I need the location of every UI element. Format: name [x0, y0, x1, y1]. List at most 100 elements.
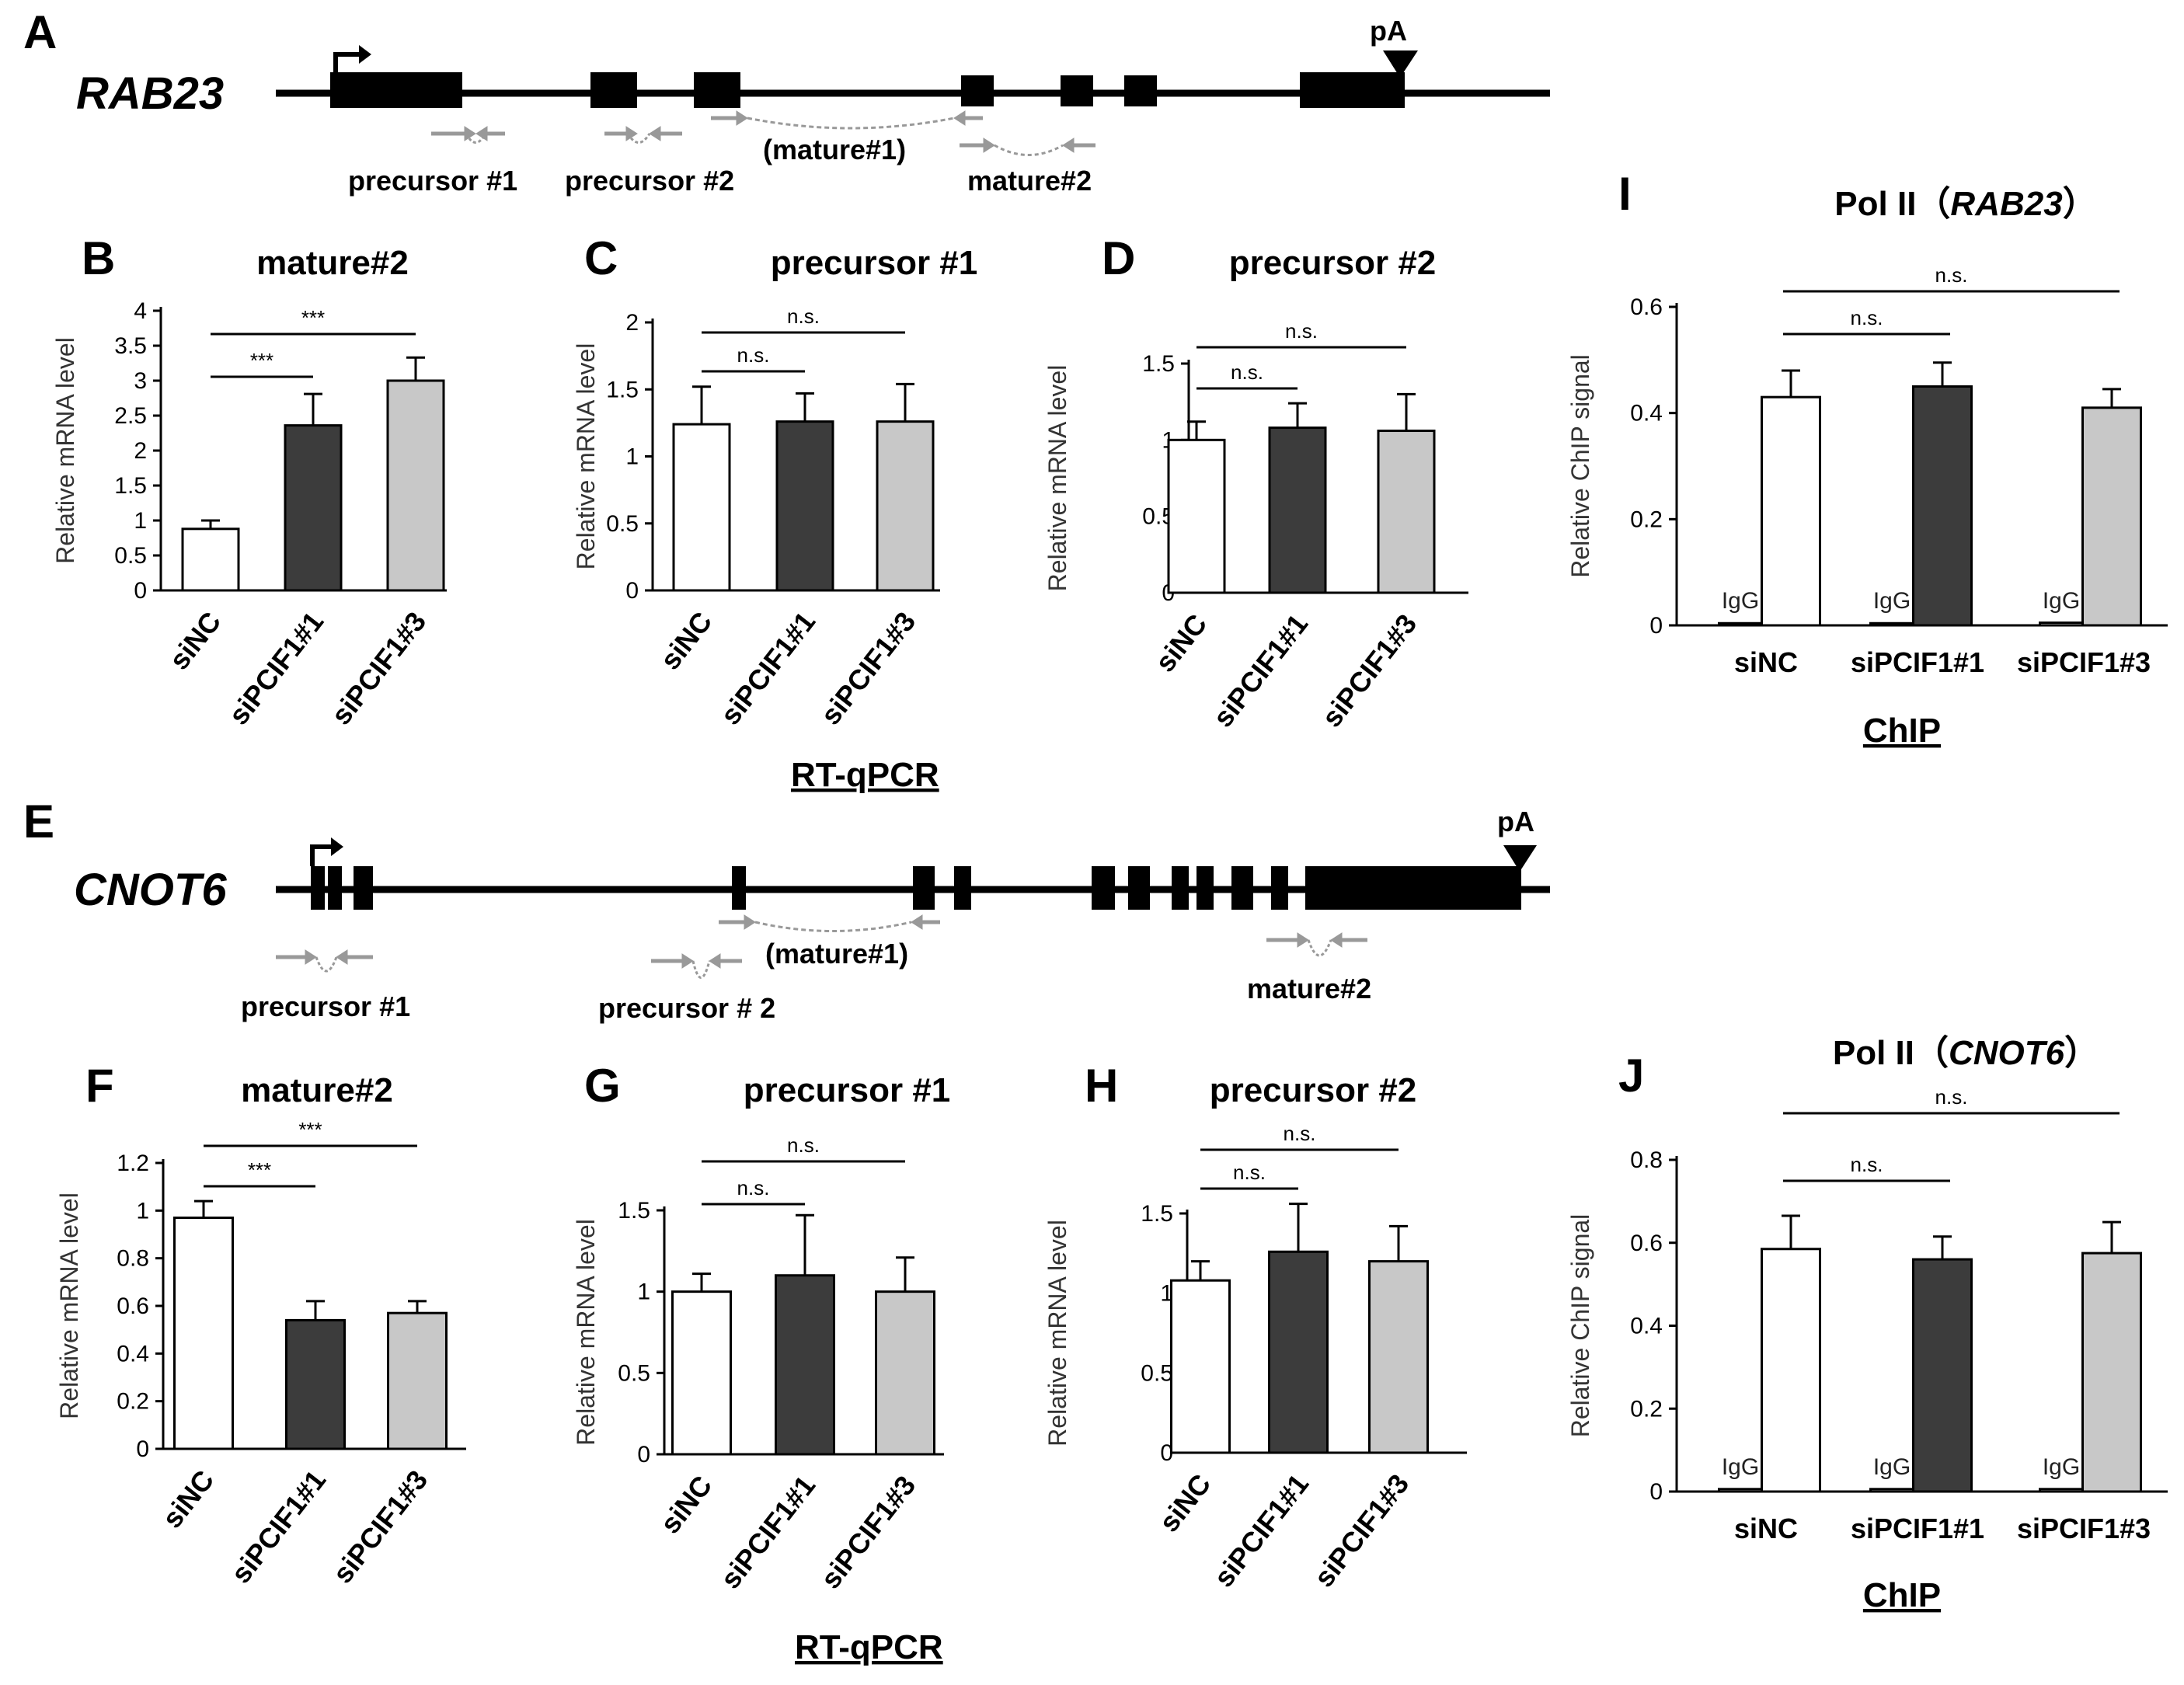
y-axis-label: Relative mRNA level — [572, 1219, 600, 1446]
primer-mature-1-icon — [719, 914, 940, 932]
primer-label-mature-2: mature#2 — [967, 165, 1092, 197]
y-tick-label: 0.6 — [1630, 294, 1663, 320]
exon — [1172, 866, 1189, 910]
y-tick-label: 0.2 — [117, 1389, 149, 1415]
x-category-label: siPCIF1#3 — [814, 606, 921, 731]
y-tick-label: 3.5 — [114, 333, 147, 359]
bar-sipcif1-1 — [285, 1318, 346, 1450]
primer-precursor-2-icon — [604, 126, 682, 144]
significance-label: n.s. — [1935, 263, 1968, 287]
x-category-label: siPCIF1#3 — [814, 1470, 921, 1595]
igg-bar — [1718, 1488, 1763, 1493]
bar-sipcif1-3 — [875, 1290, 935, 1456]
chart-title-suffix: ） — [2063, 185, 2097, 223]
bar-sipcif1-1 — [1912, 385, 1973, 627]
significance-label: *** — [301, 306, 325, 329]
chart-title: Pol II（RAB23） — [1834, 185, 2096, 223]
x-category-label: siNC — [1148, 608, 1213, 678]
y-tick-label: 1.2 — [117, 1151, 149, 1176]
exon — [1305, 866, 1521, 910]
y-axis-label: Relative mRNA level — [1043, 1220, 1071, 1447]
x-category-label: siNC — [155, 1464, 220, 1534]
significance-label: n.s. — [1285, 319, 1318, 343]
chart-title: mature#2 — [256, 244, 409, 282]
y-tick-label: 0 — [136, 1436, 149, 1462]
x-category-label: siPCIF1#1 — [714, 606, 821, 731]
x-category-label: siNC — [1152, 1468, 1217, 1538]
exon — [913, 866, 935, 910]
primer-label-precursor-2: precursor #2 — [565, 165, 734, 197]
panel-label-i: I — [1618, 168, 1632, 220]
significance-label: n.s. — [737, 1176, 770, 1199]
igg-label: IgG — [1722, 1454, 1759, 1480]
significance-label: n.s. — [1231, 360, 1263, 384]
chart-i-polii-rab23: I Pol II（RAB23） Relative ChIP signal 0 0.2 0.… — [1566, 168, 2168, 678]
y-tick-label: 0.4 — [1630, 401, 1663, 426]
primer-precursor-1-icon — [431, 126, 505, 144]
significance-label: n.s. — [1233, 1161, 1266, 1184]
y-tick-label: 3 — [134, 368, 147, 394]
primer-label-precursor-1: precursor #1 — [348, 165, 517, 197]
exon — [328, 866, 342, 910]
igg-bar — [2039, 621, 2084, 627]
y-tick-label: 0.5 — [114, 543, 147, 569]
y-axis-label: Relative ChIP signal — [1566, 354, 1594, 578]
bar-sipcif1-1 — [1912, 1258, 1973, 1493]
y-tick-label: 0 — [1649, 1479, 1663, 1505]
igg-label: IgG — [2043, 588, 2080, 614]
exon — [732, 866, 746, 910]
primer-precursor-2-icon — [651, 953, 742, 979]
exon — [961, 75, 994, 106]
y-tick-label: 0.2 — [1630, 507, 1663, 532]
y-tick-label: 0.5 — [606, 511, 639, 537]
y-tick-label: 1.5 — [606, 377, 639, 402]
y-tick-label: 0.5 — [618, 1360, 650, 1386]
exon — [1124, 75, 1157, 106]
significance-label: n.s. — [787, 305, 820, 328]
significance-label: n.s. — [1284, 1122, 1316, 1145]
y-tick-label: 0.4 — [1630, 1314, 1663, 1339]
chart-title: mature#2 — [241, 1071, 393, 1109]
exon — [1092, 866, 1115, 910]
x-category-label: siPCIF1#1 — [222, 606, 329, 731]
primer-mature-1-icon — [711, 110, 983, 130]
exon — [590, 72, 637, 108]
x-category-label: siNC — [653, 1470, 718, 1540]
gene-name-rab23: RAB23 — [76, 68, 224, 119]
y-tick-label: 0.8 — [1630, 1147, 1663, 1173]
x-category-label: siPCIF1#1 — [1851, 1513, 1984, 1544]
bar-sipcif1-3 — [1368, 1260, 1429, 1454]
x-category-label: siPCIF1#1 — [714, 1470, 821, 1595]
bar-sinc — [1761, 395, 1821, 627]
y-tick-label: 0 — [637, 1442, 650, 1467]
chart-title-prefix: Pol II（ — [1834, 185, 1950, 223]
chart-title: precursor #2 — [1210, 1071, 1417, 1109]
y-tick-label: 1 — [625, 444, 639, 470]
igg-bar — [1869, 621, 1914, 627]
igg-label: IgG — [1722, 588, 1759, 614]
bar-sipcif1-1 — [284, 424, 343, 592]
x-category-label: siNC — [1734, 1513, 1798, 1544]
significance-label: n.s. — [1935, 1085, 1968, 1109]
bar-sipcif1-3 — [1377, 430, 1436, 594]
y-axis-label: Relative mRNA level — [55, 1192, 83, 1419]
y-axis-label: Relative ChIP signal — [1566, 1214, 1594, 1438]
gene-name-cnot6: CNOT6 — [74, 865, 227, 915]
exon — [1196, 866, 1214, 910]
polya-triangle-icon — [1503, 845, 1537, 872]
exon — [354, 866, 373, 910]
y-tick-label: 0.4 — [117, 1341, 149, 1366]
y-tick-label: 4 — [134, 298, 147, 324]
bar-sipcif1-1 — [775, 1274, 835, 1456]
chart-title: precursor #2 — [1229, 244, 1437, 282]
y-tick-label: 0.8 — [117, 1246, 149, 1272]
x-category-label: siNC — [162, 606, 227, 676]
y-axis-label: Relative mRNA level — [1043, 365, 1071, 592]
x-category-label: siPCIF1#3 — [1308, 1468, 1415, 1593]
y-tick-label: 2 — [134, 438, 147, 464]
igg-label: IgG — [2043, 1454, 2080, 1480]
